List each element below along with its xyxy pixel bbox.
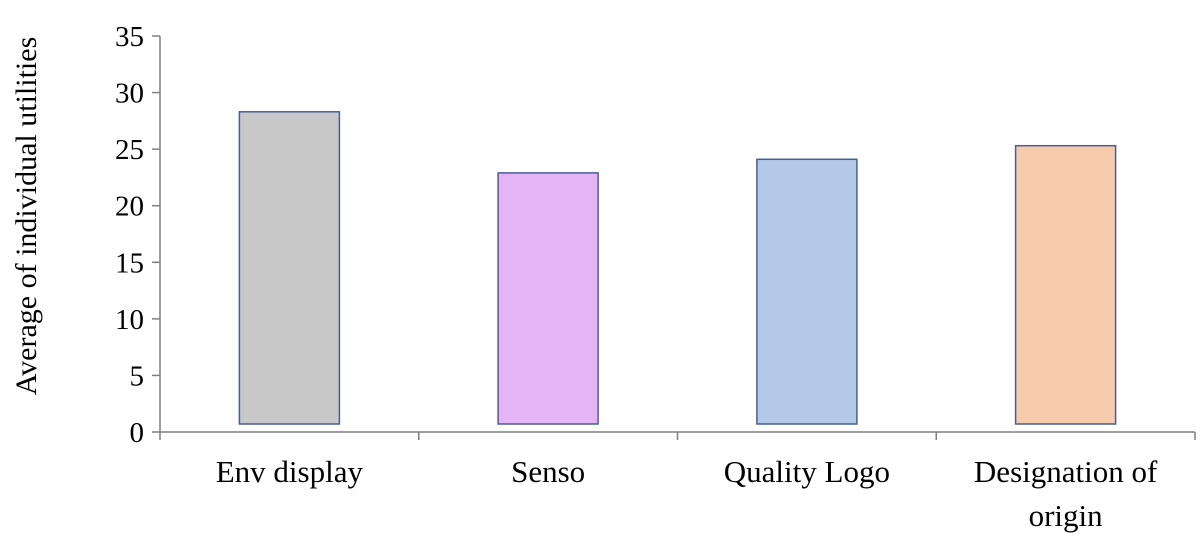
axes <box>152 35 1196 440</box>
y-tick-label: 35 <box>115 21 144 53</box>
x-category-label: Quality Logo <box>724 454 890 489</box>
y-axis-title: Average of individual utilities <box>10 37 43 396</box>
y-tick-label: 10 <box>115 304 144 336</box>
x-category-label: Senso <box>511 454 585 489</box>
bar-0 <box>238 111 341 425</box>
x-category-label: Designation of origin <box>974 454 1158 533</box>
y-tick-label: 25 <box>115 134 144 166</box>
bars <box>238 111 1117 425</box>
x-category-labels: Env display Senso Quality Logo Designation … <box>216 454 1158 533</box>
bar-2 <box>756 158 858 425</box>
y-tick-labels: 0 5 10 15 20 25 30 35 <box>115 21 144 449</box>
y-tick-label: 30 <box>115 78 144 110</box>
y-tick-label: 20 <box>115 191 144 223</box>
bar-3 <box>1014 144 1117 425</box>
y-tick-label: 0 <box>130 417 145 449</box>
y-tick-label: 5 <box>130 360 145 392</box>
x-category-label: Env display <box>216 454 364 489</box>
y-tick-label: 15 <box>115 247 144 279</box>
bar-1 <box>497 172 599 425</box>
